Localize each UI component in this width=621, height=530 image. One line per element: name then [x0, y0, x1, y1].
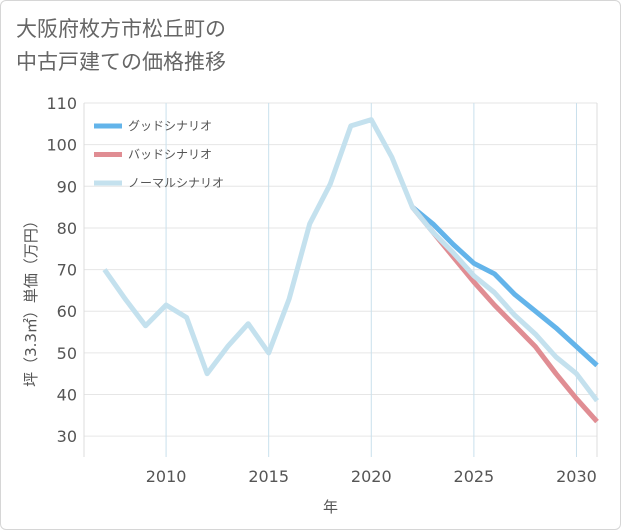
y-tick-label: 40	[57, 386, 77, 405]
y-tick-label: 70	[57, 261, 77, 280]
y-tick-label: 110	[46, 94, 77, 113]
series-lines	[102, 117, 599, 424]
legend-label: ノーマルシナリオ	[128, 176, 224, 190]
x-tick-label: 2015	[248, 467, 289, 486]
series-line-1	[410, 205, 599, 368]
y-tick-label: 50	[57, 344, 77, 363]
legend-label: バッドシナリオ	[128, 148, 212, 162]
legend-label: グッドシナリオ	[128, 119, 212, 133]
x-tick-label: 2010	[146, 467, 187, 486]
y-tick-label: 30	[57, 427, 77, 446]
x-tick-label: 2030	[556, 467, 597, 486]
x-tick-label: 2025	[454, 467, 495, 486]
x-axis-label: 年	[323, 498, 338, 516]
x-axis-ticks: 2010 2015 2020 2025 2030	[146, 467, 597, 486]
y-tick-label: 100	[46, 136, 77, 155]
x-tick-label: 2020	[351, 467, 392, 486]
y-axis-ticks: 30 40 50 60 70 80 90 100 110	[46, 94, 77, 446]
y-axis-label: 坪（3.3㎡）単価（万円）	[22, 213, 40, 387]
chart-title: 大阪府枚方市松丘町の 中古戸建ての価格推移	[16, 13, 436, 79]
chart-title-line-1: 大阪府枚方市松丘町の	[16, 17, 226, 41]
y-tick-label: 90	[57, 177, 77, 196]
y-tick-label: 60	[57, 302, 77, 321]
chart-title-line-2: 中古戸建ての価格推移	[16, 50, 226, 74]
series-line-3	[102, 117, 599, 403]
y-tick-label: 80	[57, 219, 77, 238]
